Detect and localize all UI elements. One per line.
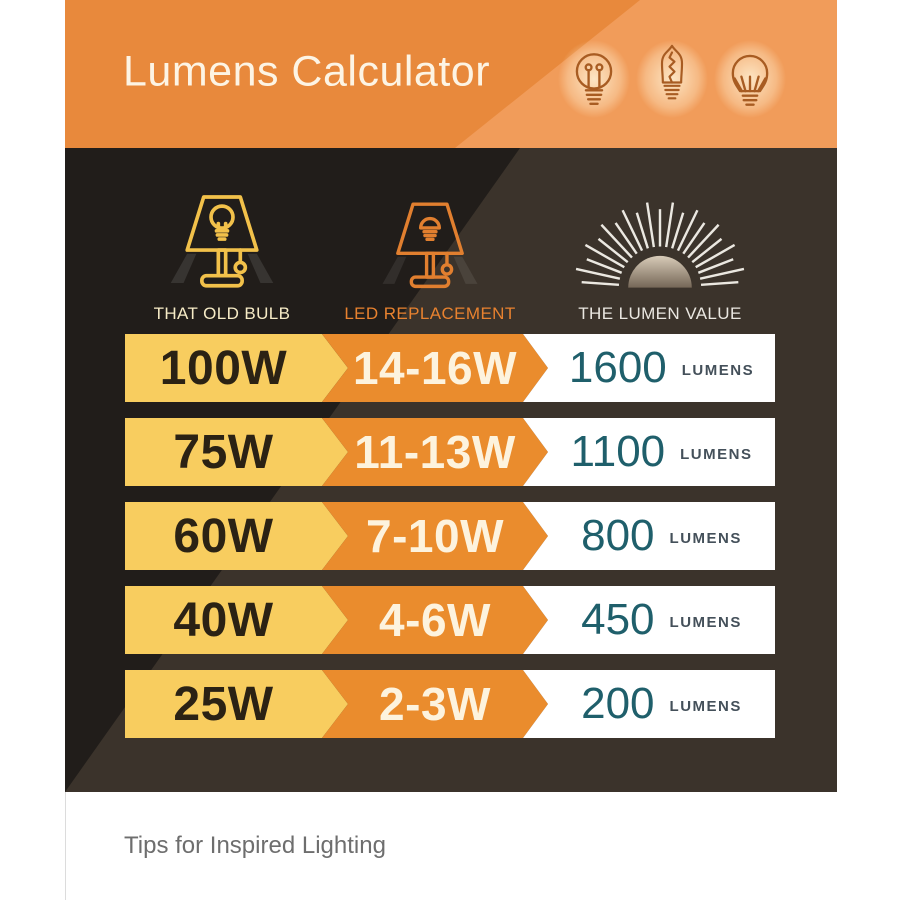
lumen-number: 1100 — [570, 427, 666, 476]
lumen-value-cell: 200 LUMENS — [523, 670, 775, 738]
led-wattage-cell: 4-6W — [322, 586, 548, 654]
old-wattage-cell: 25W — [125, 670, 348, 738]
led-wattage-cell: 2-3W — [322, 670, 548, 738]
column-header-old-bulb: THAT OLD BULB — [112, 182, 332, 324]
column-label-lumen-value: THE LUMEN VALUE — [578, 304, 742, 323]
lumens-calculator-card: Lumens Calculator — [65, 0, 837, 900]
old-wattage-value: 100W — [159, 341, 288, 395]
old-wattage-cell: 40W — [125, 586, 348, 654]
old-wattage-cell: 75W — [125, 418, 348, 486]
column-header-led-replacement: LED REPLACEMENT — [320, 182, 540, 324]
table-row: 75W 11-13W 1100 LUMENS — [125, 418, 775, 486]
lumen-value-cell: 1600 LUMENS — [523, 334, 775, 402]
column-header-lumen-value: THE LUMEN VALUE — [550, 182, 770, 324]
led-wattage-value: 7-10W — [366, 510, 504, 562]
conversion-table: 100W 14-16W 1600 LUMENS 75W 11-13W 1100 … — [125, 334, 775, 754]
column-label-led-replacement: LED REPLACEMENT — [344, 304, 516, 323]
led-wattage-cell: 14-16W — [322, 334, 548, 402]
lumen-number: 200 — [581, 679, 655, 728]
led-wattage-cell: 11-13W — [322, 418, 548, 486]
lumen-number: 450 — [581, 595, 655, 644]
led-wattage-value: 4-6W — [379, 594, 491, 646]
table-lamp-old-icon — [112, 182, 332, 294]
old-wattage-value: 25W — [173, 677, 274, 731]
lumen-unit-label: LUMENS — [669, 530, 742, 547]
lumen-unit-label: LUMENS — [669, 614, 742, 631]
led-wattage-cell: 7-10W — [322, 502, 548, 570]
column-label-old-bulb: THAT OLD BULB — [153, 304, 291, 323]
lumen-number: 800 — [581, 511, 655, 560]
page-title: Lumens Calculator — [123, 47, 491, 96]
lumen-unit-label: LUMENS — [669, 698, 742, 715]
table-row: 25W 2-3W 200 LUMENS — [125, 670, 775, 738]
led-wattage-value: 11-13W — [354, 426, 516, 478]
old-wattage-value: 75W — [173, 425, 274, 479]
lumen-unit-label: LUMENS — [681, 362, 755, 379]
lumen-value-cell: 450 LUMENS — [523, 586, 775, 654]
table-row: 100W 14-16W 1600 LUMENS — [125, 334, 775, 402]
header: Lumens Calculator — [65, 0, 837, 148]
led-wattage-value: 2-3W — [379, 678, 491, 730]
lumen-value-cell: 1100 LUMENS — [523, 418, 775, 486]
old-wattage-cell: 100W — [125, 334, 348, 402]
footer: Tips for Inspired Lighting — [65, 792, 837, 900]
table-row: 40W 4-6W 450 LUMENS — [125, 586, 775, 654]
old-wattage-value: 60W — [173, 509, 274, 563]
led-wattage-value: 14-16W — [352, 342, 518, 394]
footer-caption: Tips for Inspired Lighting — [124, 832, 386, 859]
old-wattage-value: 40W — [173, 593, 274, 647]
edison-bulb-icon — [641, 40, 703, 122]
lumen-number: 1600 — [568, 343, 667, 392]
lumen-value-cell: 800 LUMENS — [523, 502, 775, 570]
old-wattage-cell: 60W — [125, 502, 348, 570]
table-row: 60W 7-10W 800 LUMENS — [125, 502, 775, 570]
incandescent-bulb-icon — [563, 40, 625, 122]
led-bulb-icon — [719, 40, 781, 122]
body: THAT OLD BULB LED REPLACEMENT — [65, 148, 837, 792]
bulb-icons-group — [563, 40, 781, 122]
sunburst-icon — [550, 182, 770, 294]
lumen-unit-label: LUMENS — [680, 446, 753, 463]
table-lamp-led-icon — [320, 182, 540, 294]
